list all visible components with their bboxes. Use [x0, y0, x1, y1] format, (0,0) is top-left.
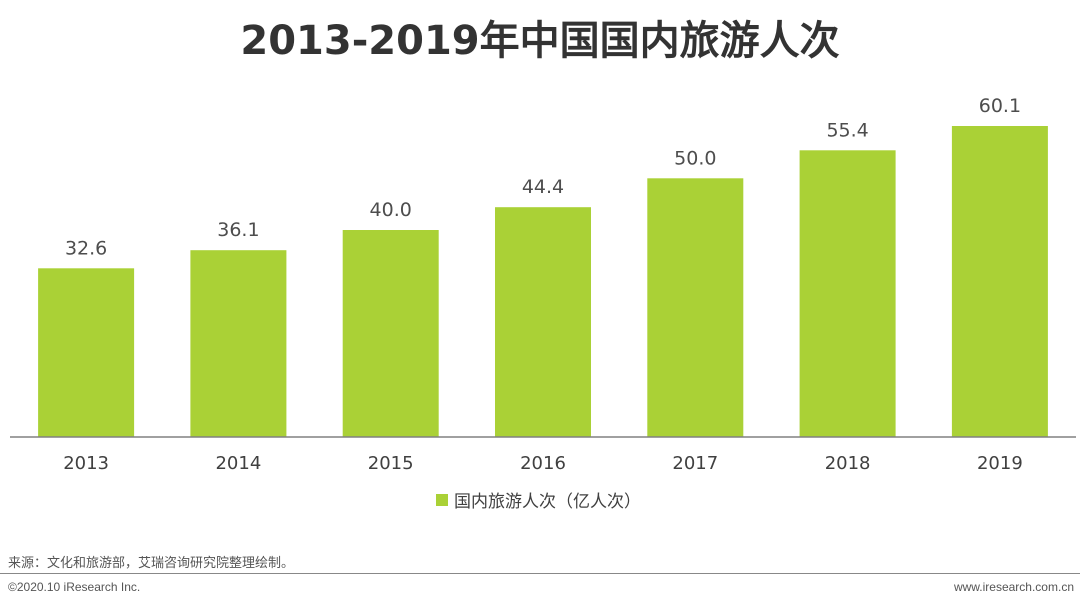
data-label-2015: 40.0: [370, 199, 412, 221]
x-tick-2017: 2017: [672, 453, 718, 474]
data-label-2018: 55.4: [826, 119, 868, 141]
x-tick-2014: 2014: [215, 453, 261, 474]
bar-2013: [38, 268, 135, 437]
bar-2016: [495, 207, 591, 437]
chart-title: 2013-2019年中国国内旅游人次: [240, 18, 840, 64]
website-text: www.iresearch.com.cn: [953, 580, 1074, 594]
source-note: 来源：文化和旅游部，艾瑞咨询研究院整理绘制。: [8, 556, 295, 571]
data-label-2017: 50.0: [674, 147, 716, 169]
x-tick-2019: 2019: [977, 453, 1023, 474]
x-tick-2018: 2018: [825, 453, 871, 474]
x-tick-2013: 2013: [63, 453, 109, 474]
data-label-2014: 36.1: [217, 219, 259, 241]
bar-2014: [190, 250, 287, 437]
data-label-2019: 60.1: [979, 95, 1021, 117]
bar-2015: [342, 230, 439, 437]
x-tick-2016: 2016: [520, 453, 566, 474]
copyright-text: ©2020.10 iResearch Inc.: [8, 580, 141, 594]
data-label-2013: 32.6: [65, 237, 107, 259]
footer-divider: [0, 573, 1080, 574]
bar-2017: [647, 178, 744, 438]
data-label-2016: 44.4: [522, 176, 564, 198]
chart-legend: 国内旅游人次（亿人次）: [436, 487, 641, 512]
legend-swatch: [436, 493, 448, 506]
bar-2019: [951, 126, 1048, 437]
bar-2018: [799, 150, 896, 438]
legend-label: 国内旅游人次（亿人次）: [454, 492, 641, 512]
x-tick-2015: 2015: [368, 453, 414, 474]
